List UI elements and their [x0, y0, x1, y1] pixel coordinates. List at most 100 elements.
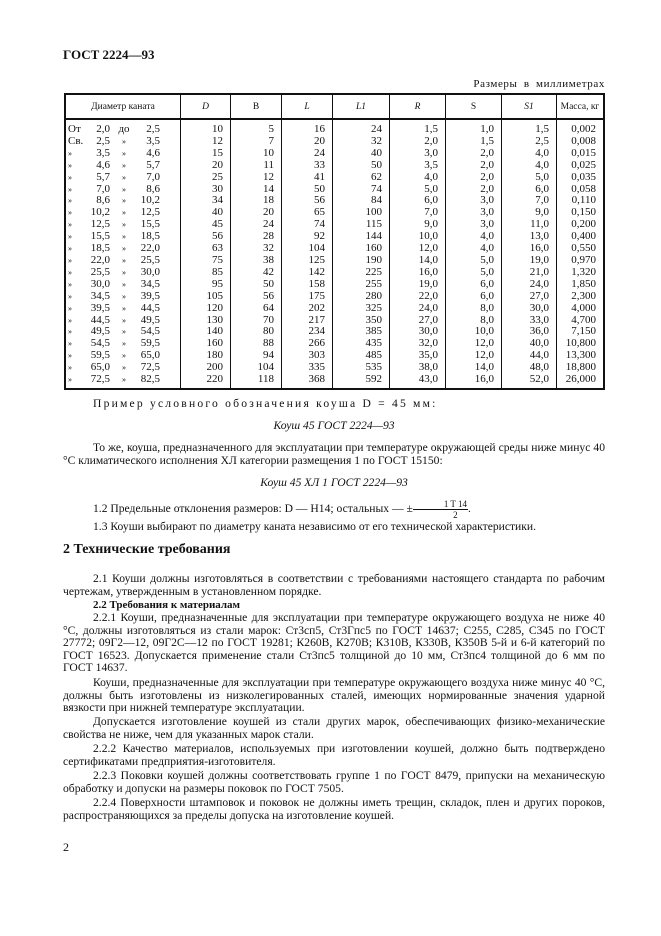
cell-l: 158 [281, 278, 333, 291]
cell-s1: 19,0 [501, 254, 557, 267]
cell-b: 10 [230, 147, 282, 160]
range-to: 65,0 [140, 349, 160, 362]
diameter-range-cell: » 3,5 » 4,6 [64, 146, 181, 160]
cell-l1: 280 [332, 290, 390, 303]
range-to: 18,5 [140, 230, 160, 243]
diameter-range-cell: » 7,0 » 8,6 [64, 182, 181, 196]
range-from: 15,5 [90, 230, 110, 243]
cell-s1: 11,0 [501, 218, 557, 232]
range-prefix: » [68, 339, 72, 349]
range-connector: » [122, 208, 126, 218]
range-prefix: » [68, 255, 72, 265]
cell-s1: 5,0 [501, 171, 557, 184]
cell-mass: 18,800 [556, 361, 605, 375]
cell-r: 3,0 [389, 147, 446, 160]
table-row: » 44,5» 49,5 130 70 217 350 27,0 8,0 33,0 4,700 [64, 314, 605, 327]
col-s1: S1 [501, 93, 557, 120]
cell-l1: 225 [332, 266, 390, 279]
cell-mass: 0,015 [556, 147, 605, 160]
range-to: 15,5 [140, 218, 160, 231]
same-text: То же, коуша, предназначенного для экспл… [63, 441, 605, 467]
cell-d: 140 [180, 326, 231, 339]
range-from: 30,0 [90, 277, 110, 290]
cell-l1: 24 [332, 119, 390, 136]
designation-1: Коуш 45 ГОСТ 2224—93 [273, 419, 395, 432]
designation-2: Коуш 45 ХЛ 1 ГОСТ 2224—93 [260, 476, 408, 489]
range-from: 59,5 [90, 349, 110, 362]
range-connector: » [122, 220, 126, 230]
cell-d: 10 [180, 119, 231, 136]
range-connector: » [122, 148, 126, 158]
cell-b: 50 [230, 278, 282, 291]
range-prefix: » [68, 208, 72, 218]
diameter-range-cell: » 30,0 » 34,5 [64, 277, 181, 291]
diameter-range-cell: » 8,6 » 10,2 [64, 195, 181, 208]
cell-d: 85 [180, 266, 231, 279]
cell-s1: 33,0 [501, 314, 557, 327]
cell-mass: 0,035 [556, 171, 605, 184]
cell-l: 41 [281, 171, 333, 184]
cell-s: 2,0 [445, 171, 502, 184]
cell-b: 12 [230, 171, 282, 184]
cell-d: 95 [180, 278, 231, 291]
diameter-range-cell: » 25,5 » 30,0 [64, 266, 181, 279]
cell-s1: 9,0 [501, 206, 557, 220]
range-prefix: » [68, 279, 72, 289]
range-from: 65,0 [90, 361, 110, 374]
cell-b: 64 [230, 302, 282, 315]
fraction-numerator: 1 T 14 [412, 499, 468, 510]
range-prefix: » [68, 244, 72, 254]
cell-d: 220 [180, 373, 231, 390]
cell-s: 5,0 [445, 266, 502, 279]
cell-l1: 255 [332, 278, 390, 291]
para-2-2-2: 2.2.2 Качество материалов, используемых … [63, 742, 605, 768]
cell-l1: 50 [332, 159, 390, 172]
cell-d: 25 [180, 171, 231, 184]
cell-b: 56 [230, 290, 282, 303]
cell-s1: 4,0 [501, 147, 557, 160]
cell-b: 42 [230, 266, 282, 279]
range-prefix: » [68, 375, 72, 385]
cell-s1: 4,0 [501, 159, 557, 172]
range-from: 3,5 [96, 146, 110, 159]
cell-d: 34 [180, 195, 231, 208]
cell-s: 2,0 [445, 147, 502, 160]
cell-r: 24,0 [389, 302, 446, 315]
range-connector: » [122, 291, 126, 301]
para-2-2-1: 2.2.1 Коуши, предназначенные для эксплуа… [63, 611, 605, 675]
diameter-range-cell: » 39,5 » 44,5 [64, 302, 181, 315]
table-row: » 7,0» 8,6 30 14 50 74 5,0 2,0 6,0 0,058 [64, 182, 605, 196]
cell-d: 63 [180, 242, 231, 255]
cell-d: 15 [180, 147, 231, 160]
range-to: 34,5 [140, 277, 160, 290]
para-2-2-3: 2.2.3 Поковки коушей должны соответствов… [63, 769, 605, 795]
cell-d: 180 [180, 349, 231, 363]
table-row: » 5,7 » 7,0 25 12 41 62 4,0 2,0 5,0 0,035 [64, 170, 605, 184]
cell-s1: 30,0 [501, 302, 557, 315]
range-from: 22,0 [90, 253, 110, 266]
cell-s: 6,0 [445, 278, 502, 291]
section-2-heading: 2 Технические требования [63, 542, 231, 557]
cell-mass: 10,800 [556, 337, 605, 351]
range-connector: » [122, 339, 126, 349]
range-prefix: От [68, 123, 81, 135]
range-from: 5,7 [96, 170, 110, 183]
cell-d: 75 [180, 254, 231, 267]
range-from: 12,5 [90, 218, 110, 231]
cell-d: 40 [180, 206, 231, 220]
range-to: 4,6 [146, 146, 160, 159]
clause-1-2: 1.2 Предельные отклонения размеров: D — … [63, 499, 605, 520]
diameter-range-cell: » 59,5 » 65,0 [64, 349, 181, 363]
cell-s1: 2,5 [501, 135, 557, 148]
range-from: 7,0 [96, 182, 110, 195]
cell-s1: 13,0 [501, 230, 557, 244]
cell-mass: 1,320 [556, 266, 605, 279]
cell-s: 8,0 [445, 302, 502, 315]
cell-s: 2,0 [445, 159, 502, 172]
col-l: L [281, 93, 333, 120]
cell-mass: 0,008 [556, 135, 605, 148]
range-connector: » [122, 184, 126, 194]
table-row: » 10,2» 12,5 40 20 65 100 7,0 3,0 9,0 0,150 [64, 206, 605, 220]
cell-d: 105 [180, 290, 231, 303]
col-d: D [180, 93, 231, 120]
